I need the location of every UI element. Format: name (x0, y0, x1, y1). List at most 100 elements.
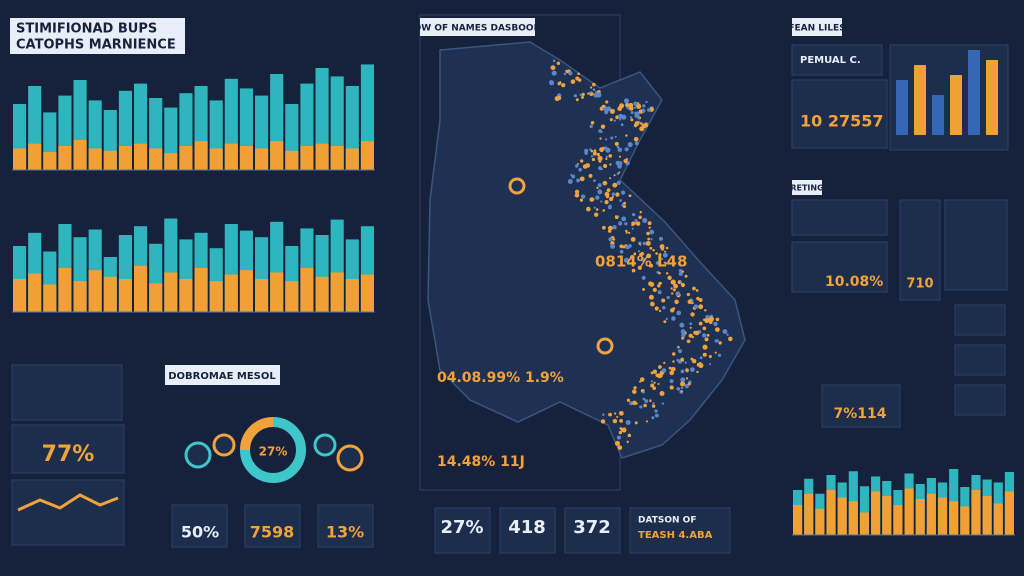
map-dot (701, 333, 707, 338)
map-dot (704, 337, 709, 342)
bar (13, 279, 27, 312)
map-dot (670, 366, 676, 372)
text-panel (11, 364, 123, 421)
map-dot (611, 192, 616, 196)
map-dot (703, 318, 706, 322)
map-dot (652, 402, 655, 405)
map-dot (726, 333, 729, 336)
map-dot (599, 137, 602, 140)
map-dot (575, 164, 579, 168)
map-dot (654, 306, 659, 311)
map-dot (661, 402, 665, 405)
map-dot (670, 287, 673, 290)
map-dot (577, 78, 582, 82)
map-dot (579, 176, 585, 182)
info-panel (791, 199, 888, 236)
bar (239, 146, 253, 170)
map-dot (672, 288, 676, 292)
map-dot (582, 164, 588, 169)
caption: DATSON OF (638, 516, 696, 526)
map-dot (687, 299, 692, 305)
map-dot (680, 357, 684, 362)
caption: TEASH 4.ABA (638, 530, 713, 541)
map-dot (619, 244, 624, 249)
bar (859, 512, 870, 535)
map-dot (618, 161, 623, 166)
map-dot (667, 275, 672, 281)
map-dot (631, 268, 636, 273)
map-dot (550, 65, 556, 71)
map-dot (618, 221, 622, 224)
map-pin (596, 337, 614, 355)
map-dot (661, 368, 667, 373)
map-dot (653, 381, 656, 384)
map-dot (597, 183, 602, 188)
bar (194, 268, 208, 312)
map-dot (631, 389, 637, 394)
map-dot (598, 159, 602, 163)
map-dot (627, 141, 633, 148)
map-dot (604, 199, 609, 205)
map-dot (649, 246, 653, 250)
map-dot (574, 192, 580, 198)
map-dot (609, 177, 612, 180)
map-dot (578, 167, 582, 172)
bar (360, 141, 374, 170)
map-dot (632, 400, 637, 406)
map-dot (579, 93, 582, 96)
bar (73, 140, 87, 170)
stat-value: 372 (573, 517, 611, 538)
map-dot (563, 72, 567, 76)
bar (239, 270, 253, 312)
map-dot (625, 229, 628, 233)
panel-value: 10 27557 (800, 112, 884, 131)
bar (285, 150, 299, 170)
map-dot (637, 265, 642, 270)
map-dot (659, 390, 665, 396)
stat-value: 13% (326, 523, 364, 542)
map-dot (652, 287, 657, 293)
map-dot (686, 339, 691, 344)
info-panel (944, 199, 1008, 291)
map-dot (575, 98, 579, 102)
map-dot (699, 361, 702, 365)
map-dot (610, 136, 614, 140)
bar (937, 497, 948, 535)
map-dot (680, 386, 684, 390)
map-dot (612, 225, 617, 230)
map-dot (642, 241, 646, 246)
map-dot (657, 284, 661, 288)
map-dot (612, 418, 618, 424)
map-dot (647, 221, 652, 226)
map-dot (634, 121, 640, 126)
map-dot (657, 382, 660, 386)
stat-panel (317, 504, 374, 548)
map-dot (623, 257, 629, 263)
bar (13, 148, 27, 170)
map-dot (621, 216, 627, 222)
map-dot (620, 123, 624, 127)
map-dot (650, 383, 655, 388)
map-dot (605, 157, 608, 161)
map-dot (718, 341, 722, 345)
bar (949, 501, 959, 535)
map-dot (702, 352, 707, 357)
map-dot (673, 283, 678, 289)
map-dot (648, 281, 653, 287)
bar (88, 270, 102, 312)
map-dot (625, 157, 629, 161)
map-dot (630, 110, 634, 115)
map-dot (665, 246, 669, 250)
panel-label: PEMUAL C. (800, 55, 861, 66)
map-label: 0814% L48 (595, 253, 687, 271)
map-dot (670, 308, 675, 313)
map-dot (652, 248, 655, 252)
map-dot (593, 149, 597, 153)
map-dot (631, 227, 634, 230)
bar (826, 490, 836, 535)
bar (164, 272, 178, 312)
map-dot (716, 339, 719, 343)
bar (848, 501, 858, 535)
stat-value: 50% (181, 523, 219, 542)
map-dot (630, 237, 636, 242)
